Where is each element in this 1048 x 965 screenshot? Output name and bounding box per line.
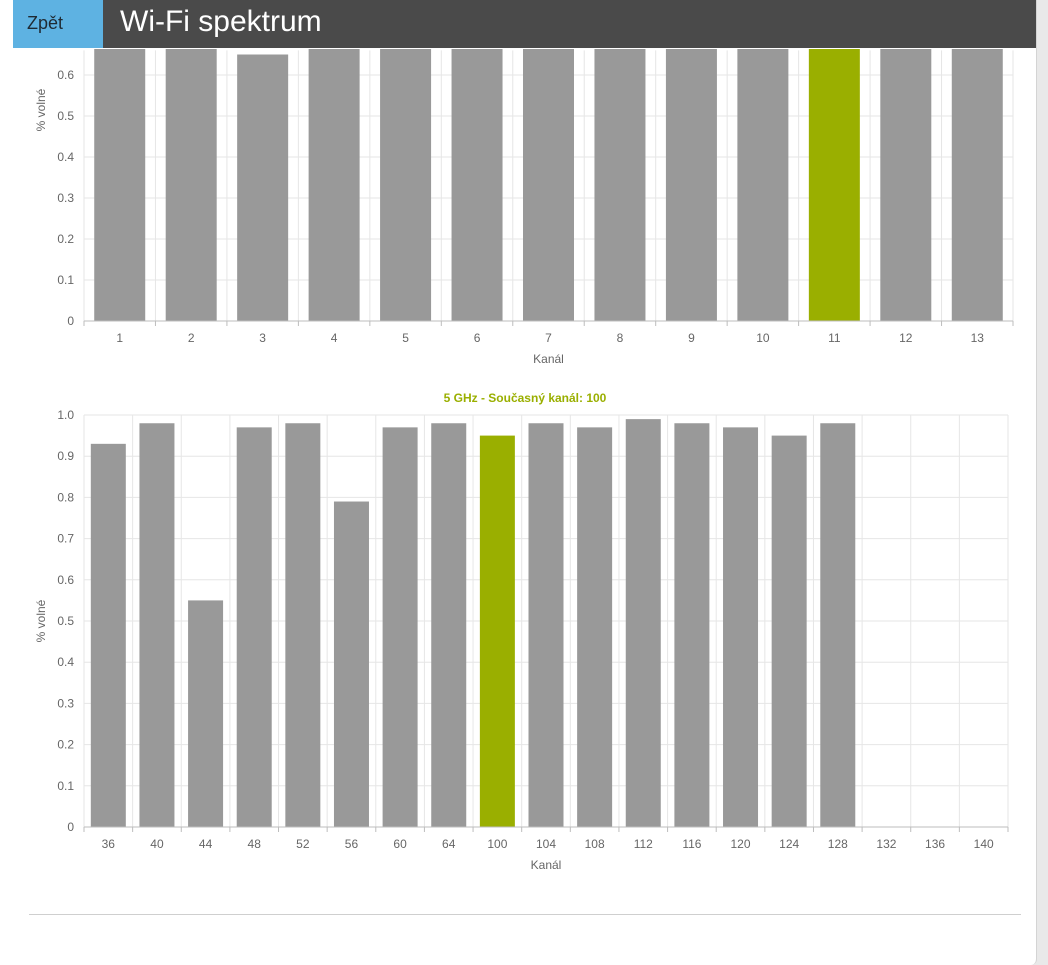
y-tick-label: 0.6 bbox=[57, 68, 74, 82]
y-tick-label: 0.7 bbox=[57, 532, 74, 546]
bar-current-channel bbox=[808, 49, 860, 321]
y-tick-label: 0.5 bbox=[57, 109, 74, 123]
x-axis-label: Kanál bbox=[531, 858, 562, 872]
x-tick-label: 44 bbox=[199, 837, 213, 851]
divider bbox=[29, 914, 1021, 915]
x-tick-label: 13 bbox=[971, 331, 985, 345]
y-tick-label: 0.8 bbox=[57, 490, 74, 504]
bar bbox=[139, 423, 175, 827]
x-tick-label: 8 bbox=[617, 331, 624, 345]
x-tick-label: 104 bbox=[536, 837, 556, 851]
x-tick-label: 128 bbox=[828, 837, 848, 851]
bar bbox=[94, 49, 146, 321]
bar bbox=[90, 443, 126, 827]
x-tick-label: 100 bbox=[487, 837, 507, 851]
y-tick-label: 0.3 bbox=[57, 191, 74, 205]
y-tick-label: 0.4 bbox=[57, 150, 74, 164]
x-tick-label: 60 bbox=[393, 837, 407, 851]
x-tick-label: 3 bbox=[259, 331, 266, 345]
x-tick-label: 136 bbox=[925, 837, 945, 851]
x-tick-label: 132 bbox=[876, 837, 896, 851]
y-tick-label: 0 bbox=[67, 314, 74, 328]
bar bbox=[165, 49, 217, 321]
chart-2ghz: 00.10.20.30.40.50.61 2 3 4 5 6 7 8 9 10 11 12 13Kaná… bbox=[34, 49, 1014, 366]
bar bbox=[237, 54, 289, 321]
x-tick-label: 124 bbox=[779, 837, 799, 851]
x-tick-label: 5 bbox=[402, 331, 409, 345]
bar bbox=[737, 49, 789, 321]
x-tick-label: 12 bbox=[899, 331, 913, 345]
bar bbox=[880, 49, 932, 321]
bar bbox=[236, 427, 272, 827]
bar bbox=[594, 49, 646, 321]
x-tick-label: 6 bbox=[474, 331, 481, 345]
y-tick-label: 0.4 bbox=[57, 655, 74, 669]
x-tick-label: 1 bbox=[116, 331, 123, 345]
bar bbox=[674, 423, 710, 827]
x-tick-label: 9 bbox=[688, 331, 695, 345]
x-tick-label: 40 bbox=[150, 837, 164, 851]
bar bbox=[577, 427, 613, 827]
bar bbox=[380, 49, 432, 321]
page-title: Wi-Fi spektrum bbox=[120, 5, 322, 38]
y-tick-label: 0.9 bbox=[57, 449, 74, 463]
bar bbox=[285, 423, 321, 827]
bar bbox=[308, 49, 360, 321]
y-tick-label: 0.6 bbox=[57, 573, 74, 587]
bar bbox=[333, 501, 369, 827]
x-tick-label: 116 bbox=[682, 837, 701, 851]
bar bbox=[382, 427, 418, 827]
y-tick-label: 0.2 bbox=[57, 738, 74, 752]
x-tick-label: 56 bbox=[345, 837, 359, 851]
y-tick-label: 0.2 bbox=[57, 232, 74, 246]
y-tick-label: 1.0 bbox=[57, 408, 74, 422]
y-tick-label: 0.1 bbox=[57, 273, 74, 287]
x-tick-label: 4 bbox=[331, 331, 338, 345]
x-tick-label: 2 bbox=[188, 331, 195, 345]
bar bbox=[820, 423, 856, 827]
bar bbox=[451, 49, 503, 321]
x-tick-label: 112 bbox=[634, 837, 653, 851]
x-tick-label: 36 bbox=[102, 837, 116, 851]
x-tick-label: 52 bbox=[296, 837, 310, 851]
bar-current-channel bbox=[479, 435, 515, 827]
top-bar: Zpět Wi-Fi spektrum bbox=[13, 0, 1036, 48]
x-tick-label: 120 bbox=[731, 837, 751, 851]
x-tick-label: 11 bbox=[828, 331, 841, 345]
chart-title: 5 GHz - Současný kanál: 100 bbox=[444, 391, 607, 405]
x-tick-label: 48 bbox=[248, 837, 262, 851]
y-tick-label: 0.1 bbox=[57, 779, 74, 793]
back-button[interactable]: Zpět bbox=[13, 0, 103, 48]
x-tick-label: 140 bbox=[974, 837, 994, 851]
bar bbox=[723, 427, 759, 827]
x-axis-label: Kanál bbox=[533, 352, 564, 366]
x-tick-label: 10 bbox=[756, 331, 770, 345]
y-tick-label: 0.5 bbox=[57, 614, 74, 628]
bar bbox=[523, 49, 574, 321]
y-axis-label: % volné bbox=[34, 88, 48, 131]
bar bbox=[771, 435, 807, 827]
bar bbox=[528, 423, 564, 827]
y-tick-label: 0 bbox=[67, 820, 74, 834]
y-tick-label: 0.3 bbox=[57, 696, 74, 710]
bar bbox=[431, 423, 467, 827]
bar bbox=[951, 49, 1003, 321]
bar bbox=[625, 419, 661, 827]
x-tick-label: 64 bbox=[442, 837, 456, 851]
y-axis-label: % volné bbox=[34, 599, 48, 642]
x-tick-label: 108 bbox=[585, 837, 605, 851]
bar bbox=[188, 600, 224, 827]
bar bbox=[665, 49, 717, 321]
chart-5ghz: 0 0.1 0.2 0.3 0.4 0.5 0.6 0.7 0.8 0.9 1.0 36 40 44 48 5… bbox=[34, 391, 1009, 872]
x-tick-label: 7 bbox=[545, 331, 552, 345]
